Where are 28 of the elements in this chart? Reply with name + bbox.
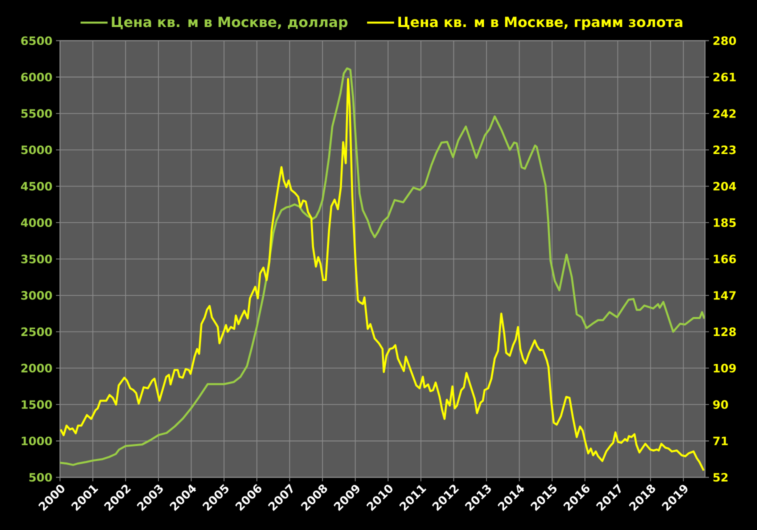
y2-tick-label: 71	[713, 436, 728, 446]
y-tick-label: 4000	[20, 218, 52, 227]
y2-tick-label: 166	[714, 254, 736, 264]
y2-tick-label: 90	[713, 400, 728, 409]
y2-tick-label: 128	[714, 327, 736, 336]
y2-tick-label: 204	[713, 182, 736, 191]
y-tick-label: 2500	[21, 327, 52, 336]
y-tick-label: 3000	[21, 291, 52, 300]
y2-tick-label: 280	[713, 36, 736, 46]
y-tick-label: 6500	[21, 36, 52, 46]
y2-tick-label: 52	[713, 472, 728, 482]
y2-tick-label: 147	[714, 291, 736, 300]
legend-label: Цена кв. м в Москве, доллар	[112, 16, 348, 30]
y2-tick-label: 109	[714, 364, 736, 372]
y-tick-label: 2000	[21, 364, 52, 372]
y2-tick-label: 223	[713, 146, 736, 154]
legend-label: Цена кв. м в Москве, грамм золота	[398, 16, 682, 30]
y-tick-label: 1000	[22, 436, 52, 446]
y-tick-label: 5500	[21, 109, 52, 118]
y2-tick-label: 261	[713, 72, 736, 82]
y2-tick-label: 185	[714, 218, 736, 227]
y-tick-label: 5000	[21, 146, 52, 154]
y-tick-label: 6000	[21, 72, 52, 82]
y-tick-label: 500	[29, 472, 52, 482]
y-tick-label: 3500	[21, 254, 52, 264]
y-tick-label: 4500	[20, 182, 52, 191]
y2-tick-label: 242	[713, 109, 736, 118]
y-tick-label: 1500	[22, 400, 52, 409]
